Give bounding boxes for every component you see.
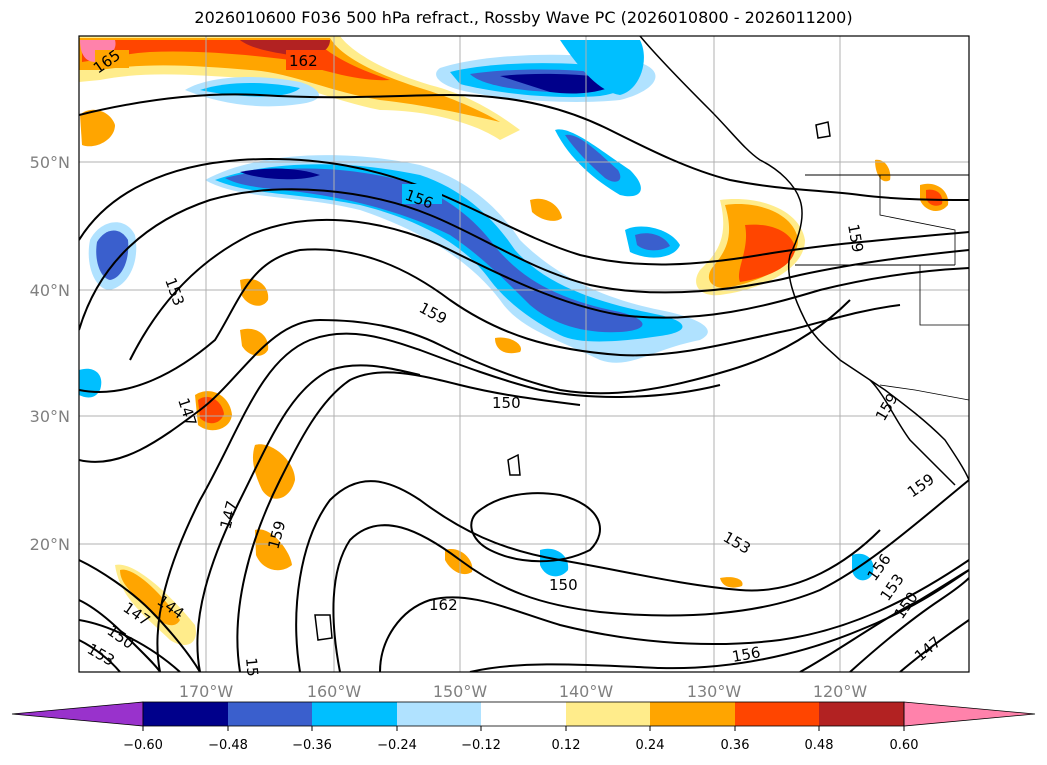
colorbar-segment (735, 702, 819, 726)
coastline (314, 36, 969, 641)
colorbar-tick-label: 0.60 (890, 738, 919, 753)
negative-anomaly-region (96, 230, 129, 280)
longitude-label: 130°W (687, 682, 742, 701)
positive-anomaly-region (720, 577, 743, 588)
colorbar-tick-label: 0.12 (552, 738, 581, 753)
positive-anomaly-region (530, 198, 562, 221)
positive-anomaly-region (80, 109, 115, 147)
longitude-label: 150°W (433, 682, 488, 701)
colorbar-tick-label: −0.36 (292, 738, 332, 753)
colorbar-tick-label: 0.36 (721, 738, 750, 753)
latitude-label: 50°N (30, 153, 70, 172)
contour-label: 156 (731, 643, 762, 666)
colorbar-segment (143, 702, 228, 726)
contour-label-layer: 165 162 156 159 153 159 150 147 147 159 … (84, 46, 945, 677)
colorbar-segment (397, 702, 481, 726)
positive-anomaly-region (198, 396, 224, 424)
contour-label: 159 (416, 299, 450, 328)
colorbar-segment (312, 702, 397, 726)
latitude-label: 20°N (30, 535, 70, 554)
longitude-label: 170°W (179, 682, 234, 701)
map-title: 2026010600 F036 500 hPa refract., Rossby… (194, 8, 853, 27)
map-frame (78, 35, 970, 673)
contour-label: 153 (720, 528, 754, 558)
colorbar-segment (228, 702, 312, 726)
negative-anomaly-region (79, 368, 102, 398)
latitude-axis: 50°N 40°N 30°N 20°N (30, 153, 70, 554)
colorbar-tick-label: 0.48 (805, 738, 834, 753)
contour-label: 162 (429, 596, 458, 614)
colorbar: −0.60 −0.48 −0.36 −0.24 −0.12 0.12 0.24 … (11, 701, 1036, 753)
negative-anomaly-region (635, 233, 670, 251)
shaded-field-layer (79, 36, 949, 645)
colorbar-segment (903, 701, 1036, 727)
colorbar-segment (819, 702, 904, 726)
positive-anomaly-region (240, 328, 269, 356)
negative-anomaly-region (200, 83, 300, 97)
positive-anomaly-region (79, 38, 500, 122)
graticule (79, 36, 969, 672)
longitude-axis: 170°W 160°W 150°W 140°W 130°W 120°W (179, 682, 868, 701)
colorbar-segment (481, 702, 566, 726)
contour-label: 159 (904, 470, 938, 501)
negative-anomaly-region (240, 168, 320, 180)
colorbar-tick-label: −0.48 (208, 738, 248, 753)
contour-label: 159 (264, 519, 289, 551)
contour-label: 162 (289, 52, 318, 70)
colorbar-segment (566, 702, 650, 726)
contour-label: 147 (216, 499, 241, 531)
negative-anomaly-region (560, 40, 644, 95)
positive-anomaly-region (240, 278, 269, 306)
colorbar-tick-label: 0.24 (636, 738, 665, 753)
positive-anomaly-region (926, 189, 943, 206)
contour-label: 147 (911, 633, 945, 665)
positive-anomaly-region (252, 444, 295, 499)
latitude-label: 40°N (30, 281, 70, 300)
longitude-label: 160°W (307, 682, 362, 701)
latitude-label: 30°N (30, 407, 70, 426)
positive-anomaly-region (255, 529, 292, 571)
negative-anomaly-region (565, 134, 621, 182)
contour-label: 15 (242, 657, 262, 678)
colorbar-tick-label: −0.60 (123, 738, 163, 753)
colorbar-segment (11, 701, 144, 727)
colorbar-tick-label: −0.12 (461, 738, 501, 753)
geopotential-contours (79, 93, 969, 672)
colorbar-segment (650, 702, 735, 726)
positive-anomaly-region (875, 159, 891, 182)
contour-label: 150 (549, 576, 578, 594)
positive-anomaly-region (120, 569, 180, 626)
contour-label: 159 (844, 223, 867, 254)
contour-label: 159 (872, 390, 902, 424)
positive-anomaly-region (495, 337, 521, 354)
colorbar-tick-label: −0.24 (377, 738, 417, 753)
longitude-label: 120°W (813, 682, 868, 701)
contour-label: 150 (492, 394, 521, 412)
longitude-label: 140°W (559, 682, 614, 701)
negative-anomaly-region (540, 548, 569, 577)
negative-anomaly-region (500, 73, 620, 94)
